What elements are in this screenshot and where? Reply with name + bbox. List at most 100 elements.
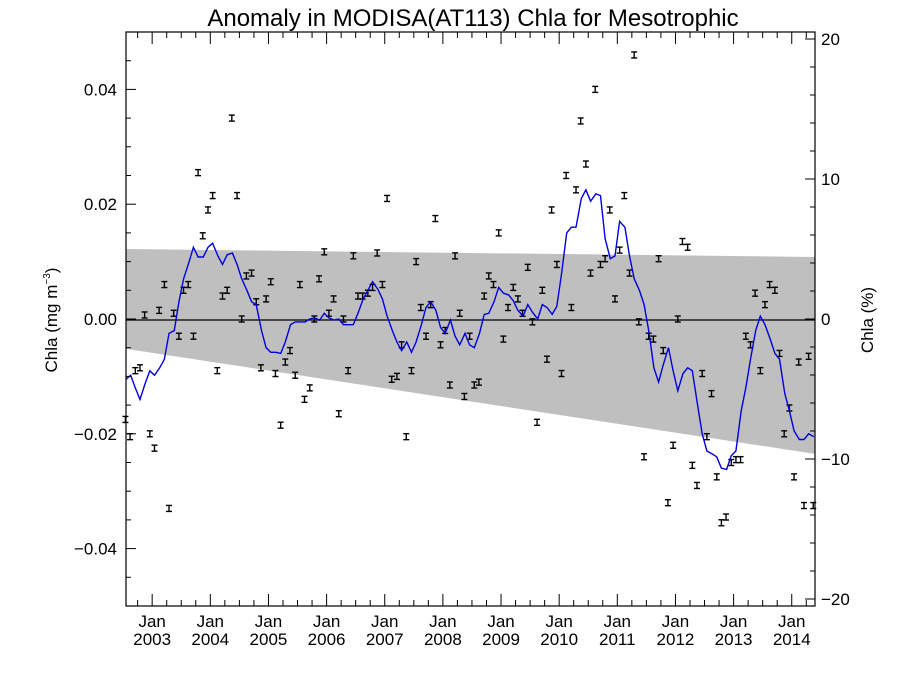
data-point: [141, 311, 148, 319]
data-point: [693, 481, 700, 490]
x-tick-label-month: Jan: [429, 612, 456, 631]
data-point: [170, 309, 177, 317]
data-point: [626, 269, 633, 277]
data-point: [321, 248, 328, 256]
data-point: [606, 206, 613, 214]
data-point: [781, 430, 788, 438]
data-point: [795, 358, 802, 366]
data-point: [568, 303, 575, 312]
data-point: [127, 432, 134, 441]
data-point: [505, 303, 512, 312]
data-point: [699, 369, 706, 378]
data-point: [374, 249, 381, 257]
data-point: [650, 335, 657, 343]
data-point: [602, 255, 609, 263]
data-point: [592, 85, 599, 94]
y-axis-label-superscript: −3: [42, 273, 53, 285]
data-point: [432, 214, 439, 223]
data-point: [510, 283, 517, 292]
data-point: [766, 280, 773, 289]
data-point: [475, 378, 482, 386]
data-point: [277, 421, 284, 429]
data-point: [214, 366, 221, 375]
x-tick-label-month: Jan: [313, 612, 340, 631]
data-point: [641, 453, 648, 461]
x-tick-label-month: Jan: [778, 612, 805, 631]
data-point: [136, 364, 143, 372]
data-point: [635, 318, 642, 326]
data-point: [713, 473, 720, 481]
data-point: [267, 277, 274, 286]
data-point: [195, 168, 202, 177]
data-point: [379, 280, 386, 289]
data-point: [757, 366, 764, 375]
data-point: [631, 51, 638, 59]
data-point: [539, 286, 546, 294]
data-point: [257, 364, 264, 372]
data-point: [679, 237, 686, 246]
data-point: [573, 186, 580, 194]
x-tick-label-year: 2006: [308, 630, 346, 649]
data-point: [456, 309, 463, 317]
data-point: [481, 292, 488, 300]
x-tick-label-year: 2013: [715, 630, 753, 649]
data-point: [621, 191, 628, 200]
plot-area: [122, 51, 817, 527]
data-point: [529, 318, 536, 326]
chart-title: Anomaly in MODISA(AT113) Chla for Mesotr…: [207, 5, 738, 32]
data-point: [248, 269, 255, 277]
data-point: [437, 341, 444, 349]
x-tick-label-year: 2014: [773, 630, 811, 649]
data-point: [674, 315, 681, 323]
y-tick-label: 0.02: [84, 195, 117, 214]
data-point: [752, 289, 759, 297]
y-tick-label: −0.04: [74, 540, 117, 559]
y-axis-label-close: ): [42, 268, 61, 274]
data-point: [224, 286, 231, 294]
data-point: [175, 332, 182, 340]
data-point: [204, 206, 211, 214]
data-point: [543, 355, 550, 363]
data-point: [350, 252, 357, 260]
x-tick-label-year: 2003: [133, 630, 171, 649]
data-point: [611, 295, 618, 303]
data-point: [282, 358, 289, 366]
data-point: [388, 375, 395, 383]
data-point: [166, 504, 173, 513]
data-point: [471, 381, 478, 389]
confidence-band: [126, 248, 815, 454]
data-point: [500, 335, 507, 343]
data-point: [393, 372, 400, 381]
data-point: [335, 410, 342, 418]
data-point: [156, 306, 163, 315]
data-point: [655, 255, 662, 263]
data-point: [461, 392, 468, 401]
x-tick-label-month: Jan: [545, 612, 572, 631]
x-tick-label-year: 2004: [191, 630, 229, 649]
data-point: [151, 444, 158, 452]
data-point: [534, 418, 541, 427]
data-point: [495, 229, 502, 237]
data-point: [345, 366, 352, 375]
x-tick-label-month: Jan: [662, 612, 689, 631]
data-point: [408, 366, 415, 375]
data-point: [132, 366, 139, 375]
data-point: [330, 295, 337, 303]
data-point: [272, 369, 279, 378]
data-point: [452, 252, 459, 260]
y2-tick-label: 20: [821, 30, 840, 49]
data-point: [771, 286, 778, 294]
data-point: [316, 275, 323, 283]
data-point: [791, 473, 798, 481]
y-tick-label: 0.00: [84, 310, 117, 329]
y-tick-label: 0.04: [84, 80, 117, 99]
data-point: [296, 280, 303, 289]
data-point: [664, 498, 671, 507]
x-tick-label-year: 2007: [366, 630, 404, 649]
x-tick-label-year: 2005: [250, 630, 288, 649]
data-point: [413, 257, 420, 266]
y-tick-label: −0.02: [74, 425, 117, 444]
data-point: [446, 381, 453, 389]
data-point: [423, 332, 430, 340]
data-point: [301, 395, 308, 404]
